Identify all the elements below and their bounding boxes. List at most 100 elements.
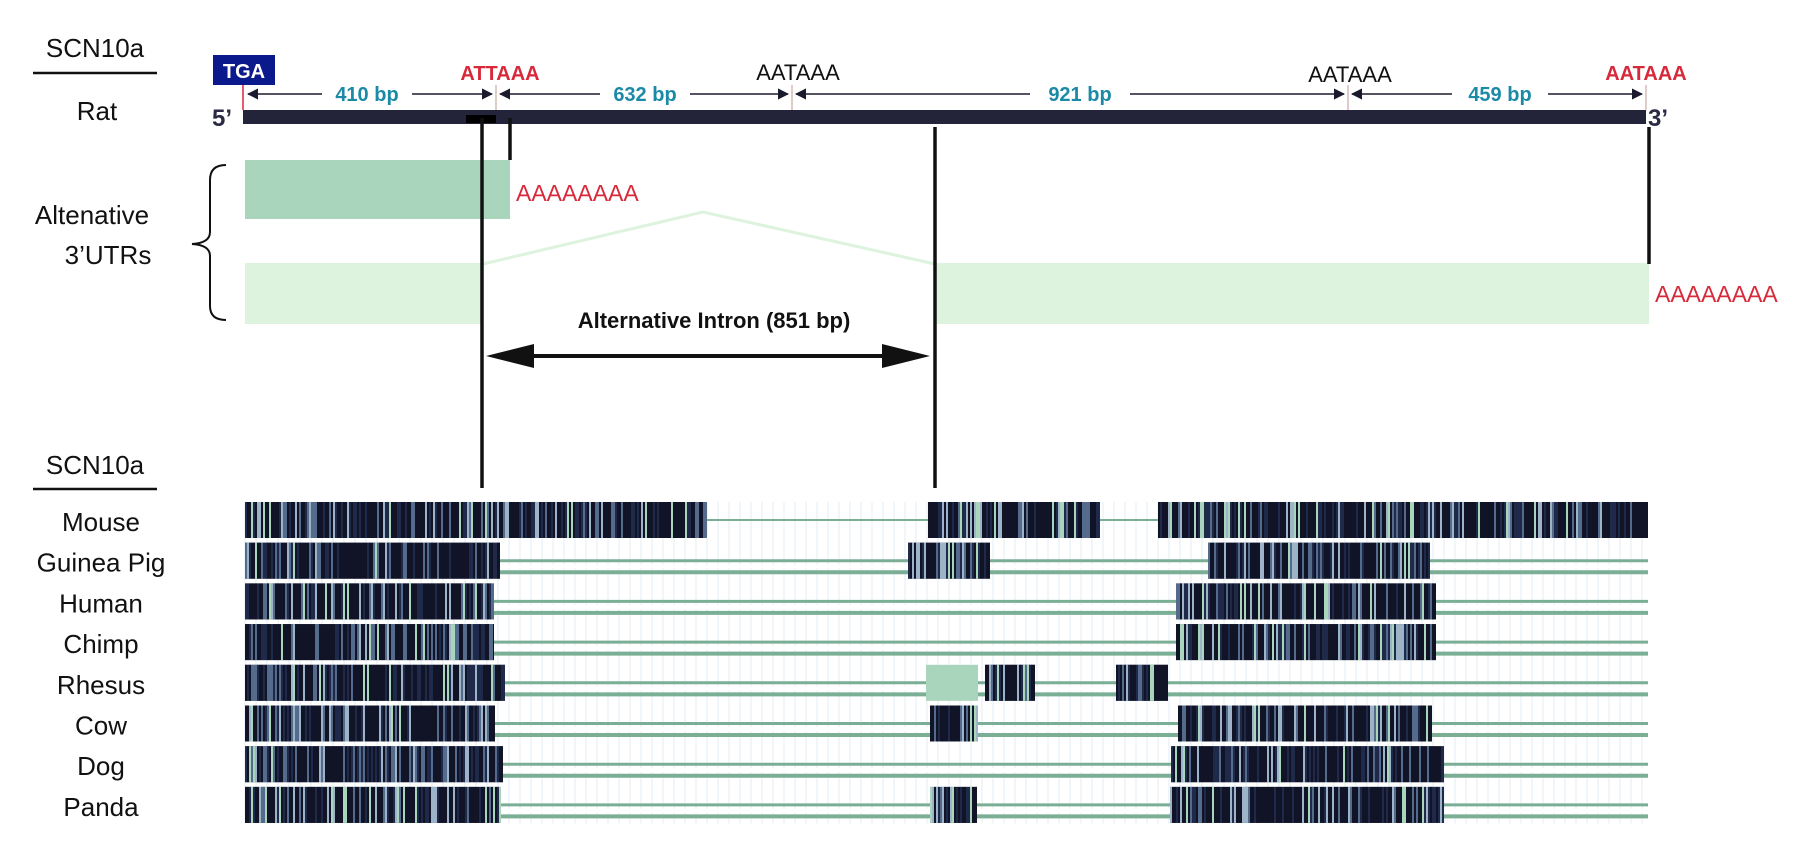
conservation-stripe (1204, 502, 1206, 538)
conservation-stripe (1032, 502, 1034, 538)
conservation-stripe (385, 583, 387, 620)
conservation-stripe (361, 786, 363, 823)
conservation-stripe (279, 502, 281, 538)
conservation-stripe (381, 705, 383, 742)
conservation-stripe (319, 542, 321, 579)
conservation-stripe (1352, 786, 1354, 823)
conservation-stripe (431, 786, 433, 823)
conservation-stripe (1192, 502, 1194, 538)
conservation-stripe (317, 786, 319, 823)
conservation-stripe (1219, 746, 1221, 783)
conservation-stripe (1366, 583, 1368, 620)
conservation-stripe (1441, 746, 1443, 783)
conservation-stripe (1380, 624, 1382, 661)
conservation-stripe (381, 542, 383, 579)
conservation-stripe (461, 542, 463, 579)
conservation-stripe (1284, 583, 1286, 620)
conservation-stripe (1378, 583, 1380, 620)
conservation-stripe (1160, 502, 1162, 538)
conservation-stripe (249, 583, 251, 620)
conservation-stripe (952, 502, 954, 538)
conservation-stripe (1450, 502, 1452, 538)
conservation-stripe (299, 705, 301, 742)
conservation-stripe (1492, 502, 1494, 538)
conservation-stripe (1234, 583, 1236, 620)
conservation-stripe (1273, 746, 1275, 783)
conservation-stripe (481, 664, 483, 701)
conservation-stripe (383, 542, 385, 579)
conservation-stripe (385, 502, 387, 538)
conservation-stripe (1018, 502, 1020, 538)
conservation-stripe (1430, 502, 1432, 538)
conservation-stripe (982, 502, 984, 538)
conservation-stripe (649, 502, 651, 538)
utr-isoform-short (245, 160, 510, 219)
conservation-stripe (479, 786, 481, 823)
conservation-stripe (497, 542, 499, 579)
conservation-stripe (441, 705, 443, 742)
conservation-stripe (1374, 786, 1376, 823)
conservation-stripe (1140, 664, 1142, 701)
conservation-stripe (353, 583, 355, 620)
conservation-stripe (1414, 624, 1416, 661)
conservation-stripe (1372, 786, 1374, 823)
conservation-stripe (1326, 542, 1328, 579)
conservation-stripe (359, 583, 361, 620)
conservation-stripe (1303, 746, 1305, 783)
conservation-stripe (477, 746, 479, 783)
conservation-stripe (451, 705, 453, 742)
conservation-stripe (1017, 664, 1019, 701)
conservation-stripe (393, 542, 395, 579)
conservation-stripe (475, 664, 477, 701)
conservation-stripe (245, 746, 247, 783)
conservation-stripe (1510, 502, 1512, 538)
conservation-stripe (1336, 705, 1338, 742)
conservation-stripe (1172, 502, 1174, 538)
conservation-stripe (1338, 583, 1340, 620)
conservation-stripe (1314, 542, 1316, 579)
conservation-stripe (445, 502, 447, 538)
conservation-stripe (1187, 746, 1189, 783)
conservation-stripe (271, 583, 273, 620)
conservation-stripe (1262, 583, 1264, 620)
conservation-stripe (259, 502, 261, 538)
conservation-stripe (343, 786, 345, 823)
conservation-stripe (249, 664, 251, 701)
conservation-stripe (429, 583, 431, 620)
conservation-stripe (315, 502, 317, 538)
conservation-stripe (1254, 583, 1256, 620)
conservation-stripe (1414, 583, 1416, 620)
conservation-stripe (1216, 502, 1218, 538)
conservation-stripe (471, 705, 473, 742)
conservation-stripe (313, 705, 315, 742)
conservation-stripe (1326, 705, 1328, 742)
conservation-stripe (617, 502, 619, 538)
conservation-stripe (1326, 786, 1328, 823)
conservation-stripe (1250, 502, 1252, 538)
conservation-stripe (1258, 542, 1260, 579)
conservation-stripe (491, 786, 493, 823)
conservation-stripe (1224, 624, 1226, 661)
conservation-stripe (1409, 746, 1411, 783)
conservation-stripe (383, 786, 385, 823)
conservation-stripe (1334, 786, 1336, 823)
conservation-stripe (641, 502, 643, 538)
conservation-stripe (1362, 705, 1364, 742)
conservation-stripe (431, 583, 433, 620)
conservation-stripe (257, 583, 259, 620)
conservation-stripe (1336, 624, 1338, 661)
conservation-stripe (1382, 502, 1384, 538)
conservation-stripe (950, 786, 952, 823)
conservation-stripe (1033, 664, 1035, 701)
conservation-stripe (1382, 705, 1384, 742)
conservation-stripe (1258, 705, 1260, 742)
conservation-stripe (275, 542, 277, 579)
conservation-stripe (966, 786, 968, 823)
conservation-stripe (974, 542, 976, 579)
conservation-stripe (321, 624, 323, 661)
conservation-stripe (1228, 542, 1230, 579)
conservation-stripe (1284, 705, 1286, 742)
conservation-stripe (1216, 705, 1218, 742)
conservation-stripe (475, 502, 477, 538)
conservation-stripe (1377, 746, 1379, 783)
